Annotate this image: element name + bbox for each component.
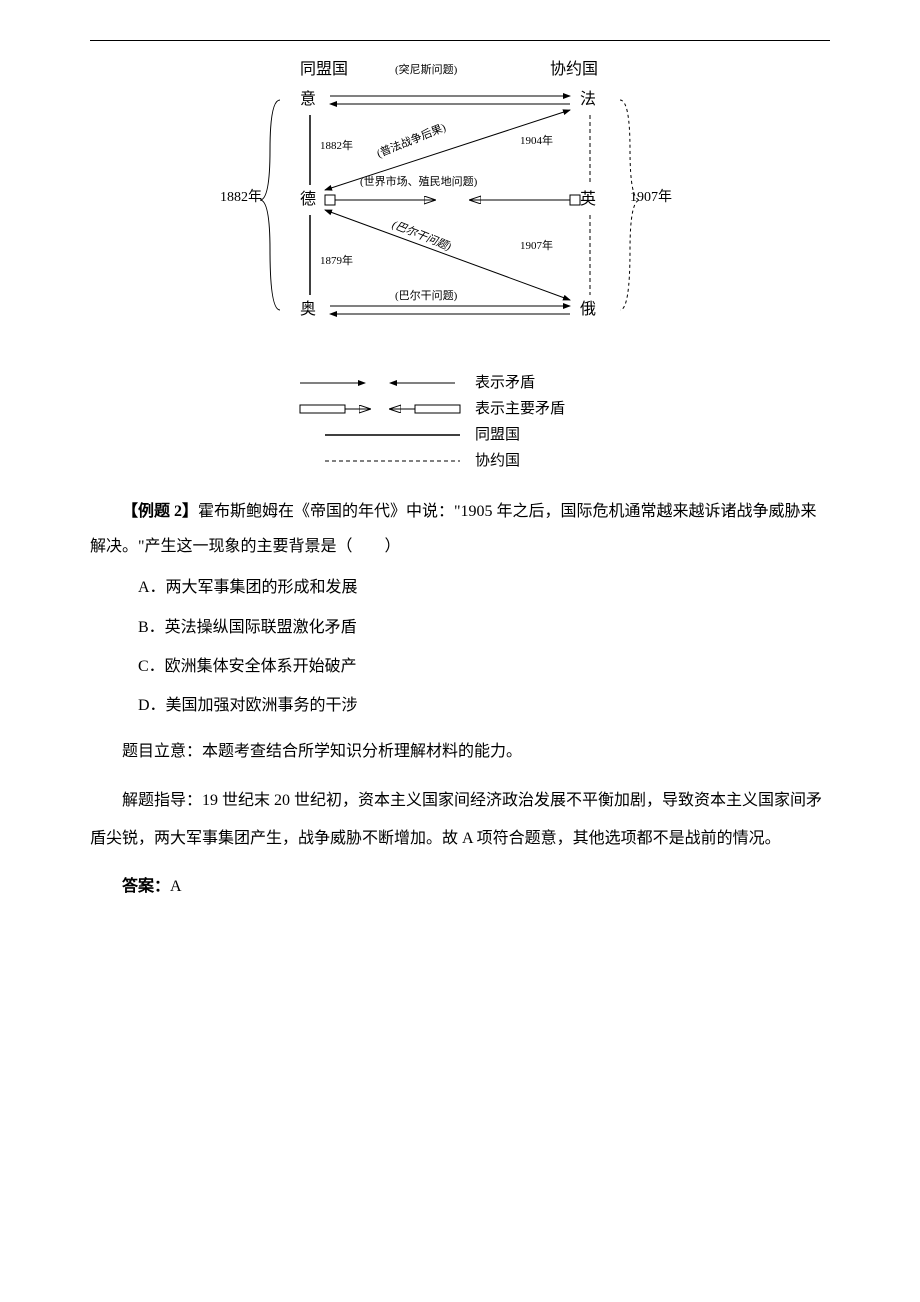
alliance-diagram: 同盟国 (突尼斯问题) 协约国 1882年 1907年 意 德 奥 法 英 俄 …: [220, 60, 700, 360]
option-a: A．两大军事集团的形成和发展: [138, 570, 830, 605]
option-d: D．美国加强对欧洲事务的干涉: [138, 688, 830, 723]
legend-row-contradiction: 表示矛盾: [295, 370, 625, 396]
legend-row-main: 表示主要矛盾: [295, 396, 625, 422]
options: A．两大军事集团的形成和发展 B．英法操纵国际联盟激化矛盾 C．欧洲集体安全体系…: [90, 570, 830, 723]
legend-entente-text: 协约国: [475, 446, 520, 476]
top-rule: [90, 40, 830, 41]
legend: 表示矛盾 表示主要矛盾 同盟国: [295, 370, 625, 474]
option-c: C．欧洲集体安全体系开始破产: [138, 649, 830, 684]
option-b: B．英法操纵国际联盟激化矛盾: [138, 610, 830, 645]
answer-label: 答案：: [122, 878, 170, 895]
legend-container: 表示矛盾 表示主要矛盾 同盟国: [90, 370, 830, 474]
legend-row-allied: 同盟国: [295, 422, 625, 448]
answer-line: 答案：A: [90, 868, 830, 906]
question-text: 霍布斯鲍姆在《帝国的年代》中说："1905 年之后，国际危机通常越来越诉诸战争威…: [90, 503, 817, 555]
diagram-container: 同盟国 (突尼斯问题) 协约国 1882年 1907年 意 德 奥 法 英 俄 …: [90, 60, 830, 360]
diagram-svg: [220, 60, 700, 360]
legend-row-entente: 协约国: [295, 448, 625, 474]
answer-value: A: [170, 878, 182, 895]
question-prefix: 【例题 2】: [122, 503, 198, 520]
purpose: 题目立意：本题考查结合所学知识分析理解材料的能力。: [90, 733, 830, 771]
guide: 解题指导：19 世纪末 20 世纪初，资本主义国家间经济政治发展不平衡加剧，导致…: [90, 782, 830, 859]
question-stem: 【例题 2】霍布斯鲍姆在《帝国的年代》中说："1905 年之后，国际危机通常越来…: [90, 494, 830, 564]
